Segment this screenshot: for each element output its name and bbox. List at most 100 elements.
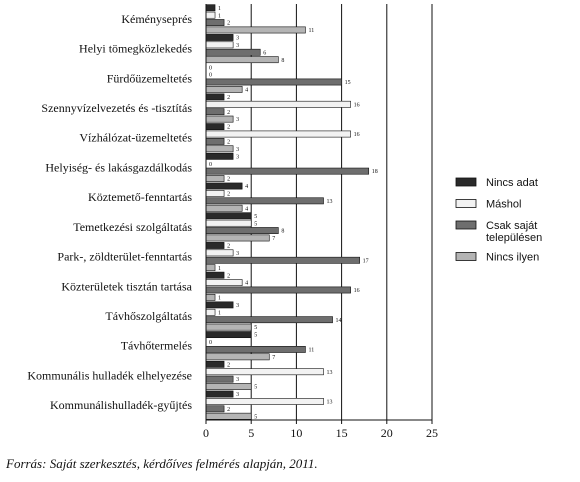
bar <box>205 130 351 138</box>
data-label: 13 <box>327 199 333 205</box>
legend-label: településen <box>486 232 542 244</box>
bar <box>205 286 351 294</box>
bar <box>205 93 225 101</box>
data-label: 0 <box>209 73 212 79</box>
data-label: 5 <box>254 214 257 220</box>
bar <box>205 152 234 160</box>
data-label: 3 <box>236 117 239 123</box>
data-label: 7 <box>272 236 275 242</box>
bar <box>205 301 234 309</box>
bar <box>205 271 225 279</box>
bar <box>205 115 234 123</box>
x-tick-label: 5 <box>248 426 254 440</box>
bar <box>205 375 234 383</box>
data-label: 2 <box>227 273 230 279</box>
category-label: Szennyvízelvezetés és -tisztítás <box>41 101 192 115</box>
x-tick-label: 10 <box>290 426 302 440</box>
data-label: 18 <box>372 169 378 175</box>
x-axis: 0 5 10 15 20 25 <box>203 4 438 440</box>
data-label: 0 <box>209 65 212 71</box>
bar <box>205 353 270 361</box>
bar <box>205 279 243 286</box>
bar <box>205 323 252 331</box>
bar <box>205 167 370 175</box>
data-label: 17 <box>363 258 369 264</box>
legend-swatch <box>455 252 477 261</box>
legend-label: Máshol <box>486 199 521 211</box>
category-label: Távhőtermelés <box>121 339 193 353</box>
data-label: 3 <box>236 303 239 309</box>
category-labels-group: Kéményseprés Helyi tömegközlekedés Fürdőüz… <box>27 12 192 412</box>
data-label: 5 <box>254 221 257 227</box>
legend-label: Csak saját <box>486 220 537 232</box>
data-label: 16 <box>354 102 360 108</box>
data-label: 2 <box>227 192 230 198</box>
bar <box>205 34 234 41</box>
category-label: Temetkezési szolgáltatás <box>73 220 192 234</box>
legend-swatch <box>455 220 477 230</box>
bar <box>205 85 243 93</box>
data-label: 2 <box>227 110 230 116</box>
bar <box>205 41 234 49</box>
bar <box>205 48 261 56</box>
data-label: 13 <box>327 400 333 406</box>
category-label: Fürdőüzemeltetés <box>107 71 193 85</box>
bar <box>205 308 216 316</box>
data-label: 2 <box>227 362 230 368</box>
legend-label: Nincs adat <box>486 177 538 189</box>
bar <box>205 368 324 376</box>
data-label: 15 <box>345 80 351 86</box>
category-label: Közterületek tisztán tartása <box>61 279 192 293</box>
data-label: 6 <box>263 50 266 56</box>
category-label: Távhőszolgáltatás <box>105 309 192 323</box>
category-label: Kéményseprés <box>121 12 192 26</box>
data-label: 3 <box>236 36 239 42</box>
data-label: 2 <box>227 125 230 131</box>
data-label: 5 <box>254 325 257 331</box>
x-tick-label: 0 <box>203 426 209 440</box>
data-label: 2 <box>227 177 230 183</box>
bar <box>205 331 252 339</box>
bar <box>205 234 270 242</box>
grid-lines <box>250 4 433 420</box>
bar <box>205 100 351 108</box>
bar <box>205 123 225 131</box>
bar <box>205 405 225 413</box>
data-label: 3 <box>236 43 239 49</box>
data-label: 11 <box>308 28 314 34</box>
data-label: 7 <box>272 355 275 361</box>
data-label: 5 <box>254 414 257 420</box>
data-label: 14 <box>336 318 342 324</box>
legend-swatch <box>455 177 477 187</box>
bar <box>205 219 252 227</box>
bar <box>205 56 279 64</box>
bar <box>205 412 252 420</box>
bar <box>205 190 225 197</box>
bar <box>205 145 234 153</box>
data-label: 3 <box>236 251 239 257</box>
bar <box>205 11 216 19</box>
data-label: 4 <box>245 87 248 93</box>
data-label: 2 <box>227 21 230 27</box>
bar <box>205 182 243 190</box>
data-label: 3 <box>236 154 239 160</box>
data-label: 1 <box>218 295 221 301</box>
bars-group <box>205 4 370 420</box>
data-label: 8 <box>281 229 284 235</box>
bar <box>205 360 225 368</box>
bar <box>205 227 279 234</box>
data-label: 8 <box>281 58 284 64</box>
category-label: Kommunálishulladék-gyűjtés <box>50 398 192 412</box>
bar <box>205 197 324 205</box>
data-label: 4 <box>245 281 248 287</box>
bar <box>205 4 216 12</box>
bar <box>205 256 360 264</box>
bar <box>205 78 342 86</box>
category-label: Vízhálózat-üzemeltetés <box>79 131 192 145</box>
value-labels-group: 1121133680015421623216233018242134558723… <box>209 6 378 420</box>
legend-swatch <box>455 199 477 208</box>
bar <box>205 138 225 145</box>
bar <box>205 249 234 257</box>
data-label: 13 <box>327 370 333 376</box>
